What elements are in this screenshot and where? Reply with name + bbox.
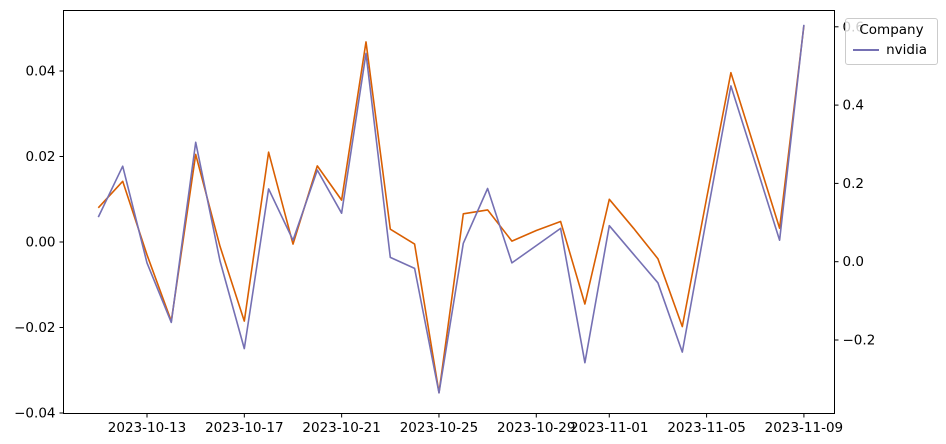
legend-title: Company — [859, 22, 924, 38]
y-tick-label-right: 0.0 — [843, 254, 864, 270]
legend-line-swatch-nvidia — [853, 49, 879, 52]
legend: Company nvidia — [845, 18, 938, 65]
x-tick-label: 2023-10-13 — [108, 420, 186, 436]
y-tick-label-left: −0.04 — [14, 406, 55, 422]
line-series-nvidia — [97, 24, 805, 394]
x-tick-label: 2023-11-05 — [667, 420, 745, 436]
x-tick-label: 2023-10-29 — [497, 420, 575, 436]
y-tick-label-left: 0.04 — [25, 64, 55, 80]
legend-entry-nvidia: nvidia — [851, 42, 932, 59]
x-tick-label: 2023-10-21 — [302, 420, 380, 436]
y-tick-label-left: 0.00 — [25, 235, 55, 251]
x-tick-label: 2023-11-09 — [765, 420, 843, 436]
plot-border — [63, 10, 835, 414]
x-tick-label: 2023-11-01 — [570, 420, 648, 436]
x-tick-label: 2023-10-17 — [205, 420, 283, 436]
legend-entry-label: nvidia — [886, 41, 927, 58]
line-series-left — [97, 25, 805, 394]
y-tick-label-left: −0.02 — [14, 320, 55, 336]
y-tick-label-left: 0.02 — [25, 149, 55, 165]
y-tick-label-right: 0.4 — [843, 98, 864, 114]
y-tick-label-right: 0.2 — [843, 176, 864, 192]
x-tick-label: 2023-10-25 — [400, 420, 478, 436]
y-tick-label-right: −0.2 — [843, 333, 876, 349]
